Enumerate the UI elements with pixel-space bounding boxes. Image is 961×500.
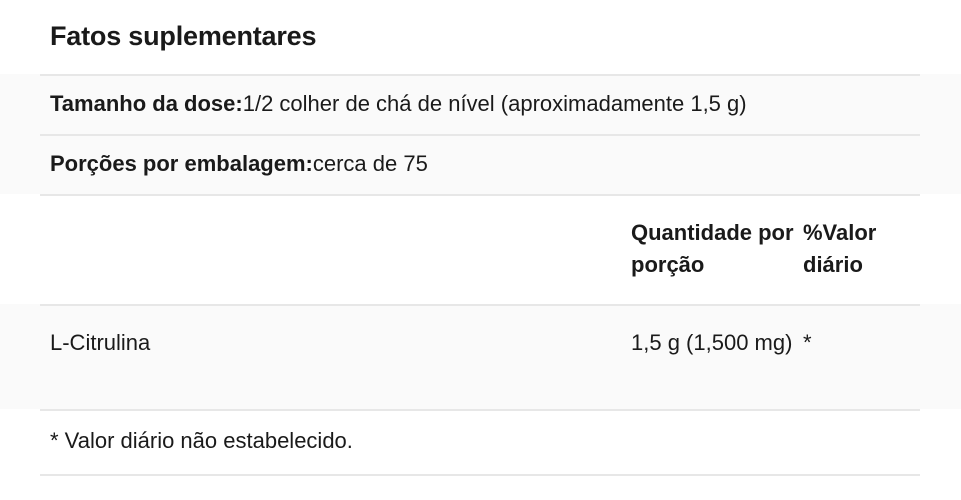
serving-size-row: Tamanho da dose: 1/2 colher de chá de ní… — [0, 74, 961, 134]
nutrient-amount: 1,5 g (1,500 mg) — [631, 330, 793, 355]
column-header-row: Quantidade por porção %Valor diário — [0, 194, 961, 304]
servings-per-container-label: Porções por embalagem: — [50, 151, 313, 177]
table-row: L-Citrulina 1,5 g (1,500 mg) * — [0, 304, 961, 409]
nutrient-name: L-Citrulina — [50, 330, 151, 355]
footnote-row: * Valor diário não estabelecido. — [0, 409, 961, 474]
serving-size-label: Tamanho da dose: — [50, 91, 243, 117]
panel-title-row: Fatos suplementares — [0, 0, 961, 74]
column-header-amount-per-serving: Quantidade por porção — [631, 220, 794, 277]
servings-per-container-value: cerca de 75 — [312, 151, 428, 177]
serving-size-value: 1/2 colher de chá de nível (aproximadame… — [242, 91, 747, 117]
column-header-percent-daily-value: %Valor diário — [803, 220, 877, 277]
page-title: Fatos suplementares — [50, 21, 317, 52]
footnote-text: * Valor diário não estabelecido. — [50, 428, 353, 454]
servings-per-container-row: Porções por embalagem: cerca de 75 — [0, 134, 961, 194]
nutrient-daily-value: * — [803, 330, 812, 355]
panel-bottom-divider — [0, 474, 961, 497]
